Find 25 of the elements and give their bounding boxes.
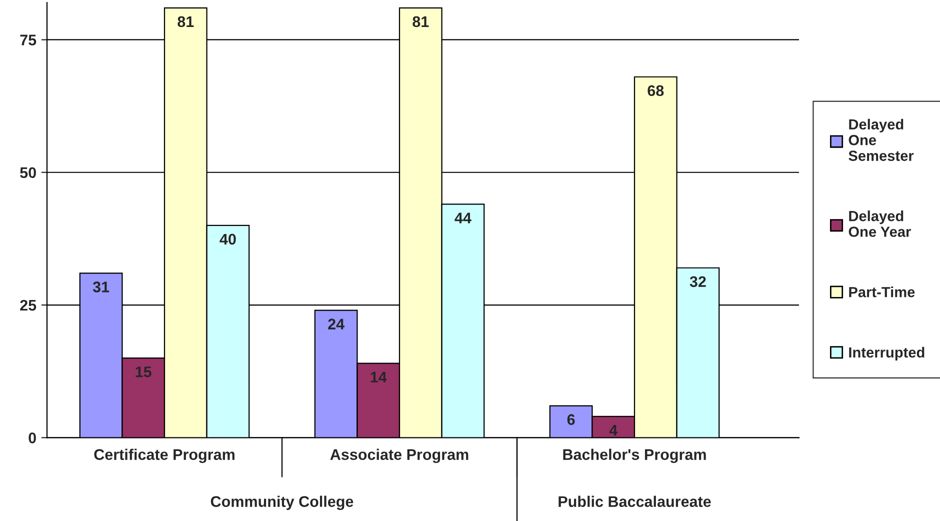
legend-label: Part-Time bbox=[849, 286, 915, 298]
legend-label: Delayed One Year bbox=[848, 210, 911, 237]
data-label: 15 bbox=[136, 366, 152, 378]
legend-label: Delayed One Semester bbox=[848, 118, 914, 161]
legend-label: Interrupted bbox=[849, 346, 924, 360]
x-tick-label: Certificate Program bbox=[94, 448, 234, 464]
data-label: 14 bbox=[370, 372, 387, 382]
data-label: 32 bbox=[690, 276, 706, 288]
data-label: 4 bbox=[609, 424, 618, 436]
y-tick-label: 0 bbox=[28, 432, 36, 444]
data-label: 81 bbox=[178, 16, 194, 28]
text: Community College bbox=[210, 496, 354, 510]
data-label: 44 bbox=[454, 212, 472, 224]
data-label: 31 bbox=[92, 282, 110, 292]
data-label: 24 bbox=[328, 318, 344, 330]
data-label: 40 bbox=[220, 234, 236, 245]
x-tick-label: Associate Program bbox=[330, 448, 468, 464]
data-label: 6 bbox=[567, 414, 575, 425]
text: Public Baccalaureate bbox=[558, 496, 711, 507]
data-label: 68 bbox=[648, 85, 664, 96]
y-tick-label: 75 bbox=[20, 34, 36, 46]
x-tick-label: Bachelor's Program bbox=[563, 448, 706, 464]
data-label: 81 bbox=[412, 16, 429, 28]
y-tick-label: 25 bbox=[20, 300, 36, 311]
y-tick-label: 50 bbox=[20, 167, 36, 178]
